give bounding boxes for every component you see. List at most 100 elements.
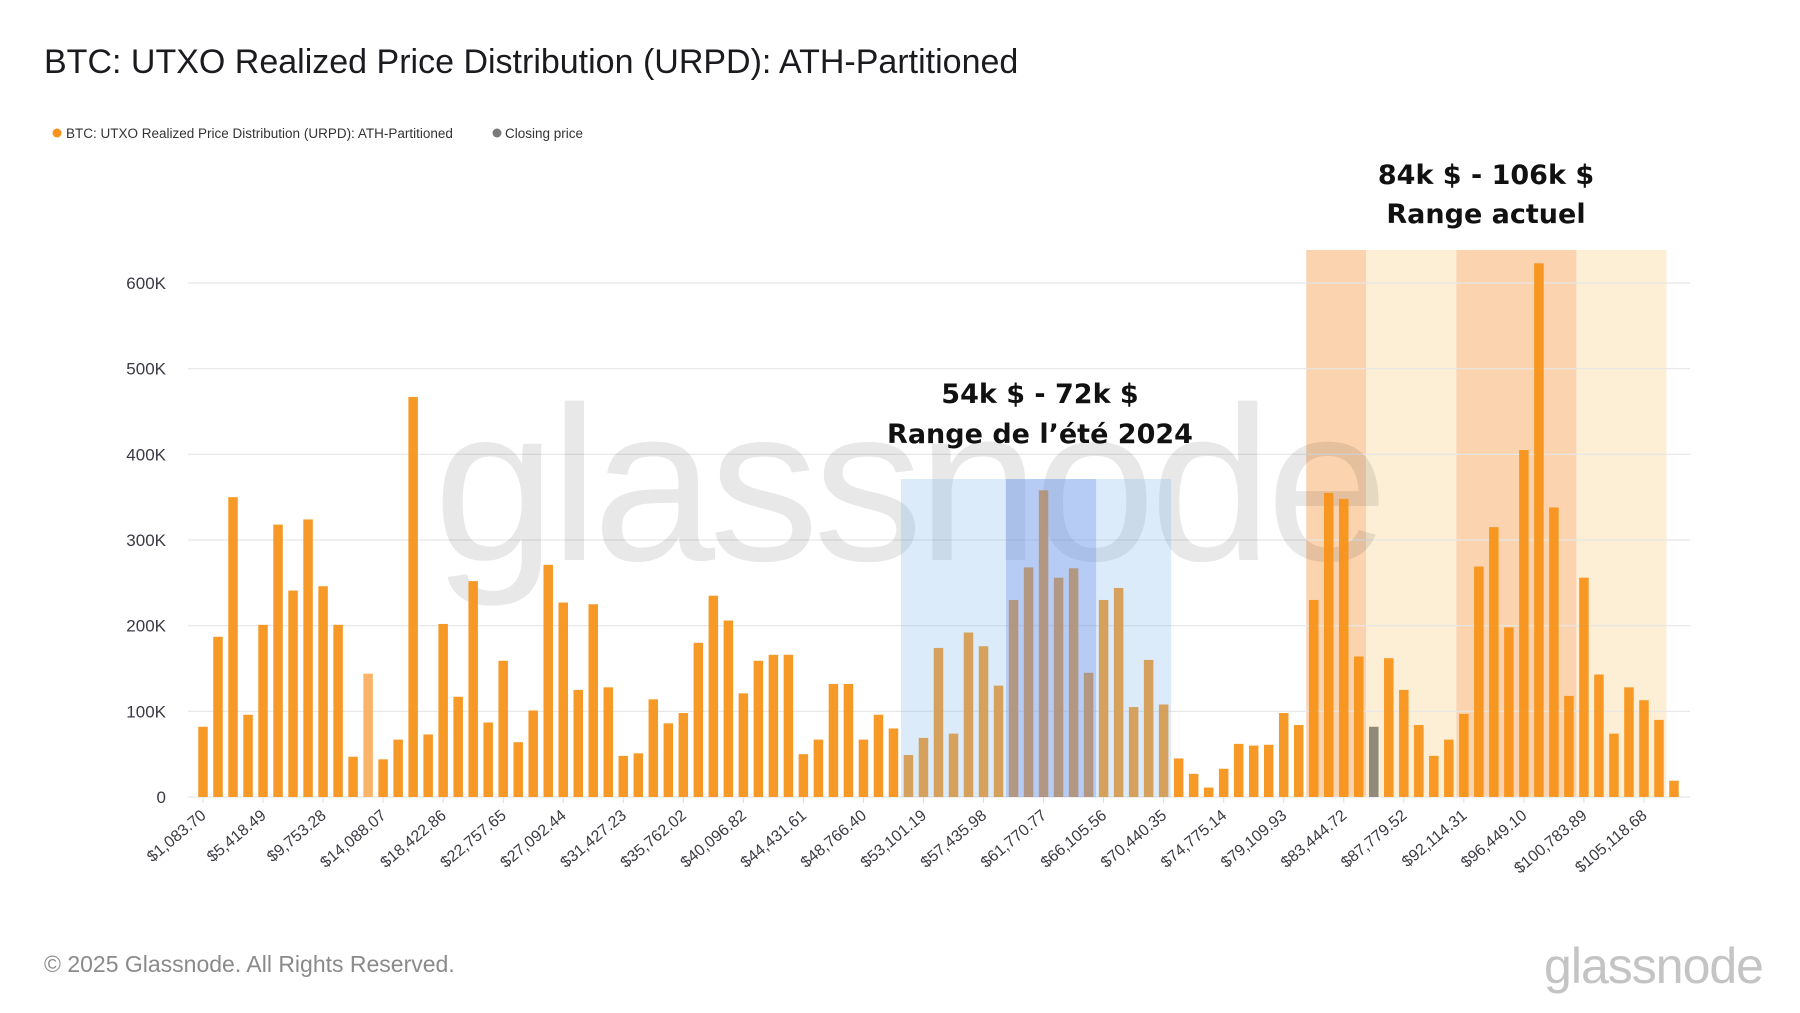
urpd-bar[interactable] — [708, 595, 719, 797]
urpd-bar[interactable] — [1233, 743, 1244, 797]
urpd-bar[interactable] — [1624, 687, 1634, 797]
urpd-bar[interactable] — [768, 654, 779, 797]
urpd-bar[interactable] — [1158, 704, 1169, 797]
urpd-bar[interactable] — [1053, 577, 1064, 797]
urpd-bar[interactable] — [903, 755, 914, 797]
urpd-bar[interactable] — [1248, 745, 1259, 797]
urpd-bar[interactable] — [483, 722, 493, 797]
urpd-bar[interactable] — [1609, 733, 1619, 797]
urpd-bar[interactable] — [258, 624, 268, 797]
urpd-bar[interactable] — [978, 646, 989, 797]
urpd-bar[interactable] — [1564, 695, 1574, 797]
legend-item-urpd[interactable]: BTC: UTXO Realized Price Distribution (U… — [66, 126, 453, 141]
urpd-bar[interactable] — [858, 739, 869, 797]
urpd-bar[interactable] — [663, 723, 674, 797]
urpd-bar[interactable] — [543, 564, 553, 797]
urpd-bar[interactable] — [1128, 707, 1139, 797]
urpd-bar[interactable] — [1414, 725, 1424, 797]
urpd-bar[interactable] — [1068, 568, 1079, 797]
urpd-bar[interactable] — [528, 710, 538, 797]
urpd-bar[interactable] — [933, 647, 944, 797]
urpd-bar[interactable] — [1173, 758, 1184, 797]
urpd-bar[interactable] — [843, 683, 854, 797]
urpd-bar[interactable] — [888, 728, 899, 797]
urpd-bar[interactable] — [213, 636, 223, 797]
urpd-bar[interactable] — [738, 693, 749, 797]
urpd-bar[interactable] — [453, 696, 463, 797]
urpd-bar[interactable] — [318, 586, 328, 797]
urpd-bar[interactable] — [723, 620, 734, 797]
urpd-bar[interactable] — [1579, 577, 1589, 797]
urpd-bar[interactable] — [1143, 659, 1154, 797]
urpd-bar[interactable] — [393, 739, 403, 797]
urpd-bar[interactable] — [378, 759, 388, 797]
urpd-bar[interactable] — [1324, 492, 1334, 797]
urpd-bar[interactable] — [648, 699, 659, 797]
urpd-bar[interactable] — [873, 714, 884, 797]
urpd-bar[interactable] — [1203, 787, 1214, 797]
urpd-bar[interactable] — [408, 396, 418, 797]
urpd-bar[interactable] — [1504, 627, 1514, 797]
urpd-bar[interactable] — [273, 524, 283, 797]
urpd-bar[interactable] — [1263, 744, 1274, 797]
urpd-bar[interactable] — [993, 685, 1004, 797]
urpd-bar[interactable] — [963, 632, 974, 797]
urpd-bar[interactable] — [828, 683, 839, 797]
urpd-bar[interactable] — [198, 726, 208, 797]
urpd-bar[interactable] — [1098, 599, 1109, 797]
urpd-bar[interactable] — [438, 623, 448, 797]
urpd-bar[interactable] — [468, 581, 478, 797]
urpd-bar[interactable] — [348, 756, 358, 797]
urpd-bar[interactable] — [1489, 527, 1499, 797]
closing-price-bar[interactable] — [1369, 726, 1379, 797]
urpd-bar[interactable] — [618, 755, 629, 797]
urpd-bar[interactable] — [1188, 773, 1199, 797]
urpd-bar[interactable] — [1308, 599, 1319, 797]
urpd-bar[interactable] — [513, 742, 523, 797]
urpd-bar[interactable] — [1429, 755, 1439, 797]
urpd-bar[interactable] — [678, 713, 689, 797]
urpd-bar[interactable] — [333, 624, 343, 797]
urpd-bar[interactable] — [303, 519, 313, 797]
urpd-bar[interactable] — [813, 739, 824, 797]
urpd-bar[interactable] — [1534, 263, 1544, 798]
urpd-bar[interactable] — [693, 642, 704, 797]
urpd-bar[interactable] — [1113, 587, 1124, 797]
urpd-bar[interactable] — [1459, 713, 1469, 797]
urpd-bar[interactable] — [1339, 498, 1349, 797]
urpd-bar[interactable] — [1474, 566, 1484, 797]
urpd-bar[interactable] — [753, 660, 764, 797]
legend-item-closing-price[interactable]: Closing price — [505, 126, 583, 141]
urpd-bar[interactable] — [1293, 725, 1304, 797]
urpd-bar[interactable] — [558, 602, 568, 797]
urpd-bar[interactable] — [798, 754, 809, 797]
urpd-bar[interactable] — [228, 497, 238, 797]
urpd-bar[interactable] — [603, 687, 614, 797]
urpd-bar[interactable] — [1008, 599, 1019, 797]
urpd-bar[interactable] — [243, 714, 253, 797]
urpd-bar[interactable] — [1354, 656, 1364, 797]
urpd-bar[interactable] — [633, 753, 644, 797]
urpd-bar[interactable] — [1399, 689, 1409, 797]
urpd-bar[interactable] — [1639, 700, 1649, 797]
urpd-bar[interactable] — [1278, 713, 1289, 797]
urpd-bar[interactable] — [1594, 674, 1604, 797]
urpd-bar[interactable] — [918, 737, 929, 797]
urpd-bar[interactable] — [1654, 719, 1664, 797]
urpd-bar[interactable] — [1549, 507, 1559, 797]
urpd-bar[interactable] — [423, 734, 433, 797]
urpd-bar[interactable] — [1218, 768, 1229, 797]
urpd-bar[interactable] — [1083, 672, 1094, 797]
urpd-bar[interactable] — [363, 673, 373, 797]
urpd-bar[interactable] — [573, 689, 584, 797]
urpd-bar[interactable] — [1384, 658, 1394, 797]
urpd-bar[interactable] — [948, 733, 959, 797]
urpd-bar[interactable] — [498, 660, 508, 797]
urpd-bar[interactable] — [1669, 780, 1679, 797]
urpd-bar[interactable] — [1444, 739, 1454, 797]
urpd-bar[interactable] — [1519, 450, 1529, 797]
urpd-bar[interactable] — [783, 654, 794, 797]
urpd-bar[interactable] — [588, 604, 599, 797]
urpd-bar[interactable] — [1023, 567, 1034, 797]
urpd-bar[interactable] — [1038, 490, 1049, 797]
